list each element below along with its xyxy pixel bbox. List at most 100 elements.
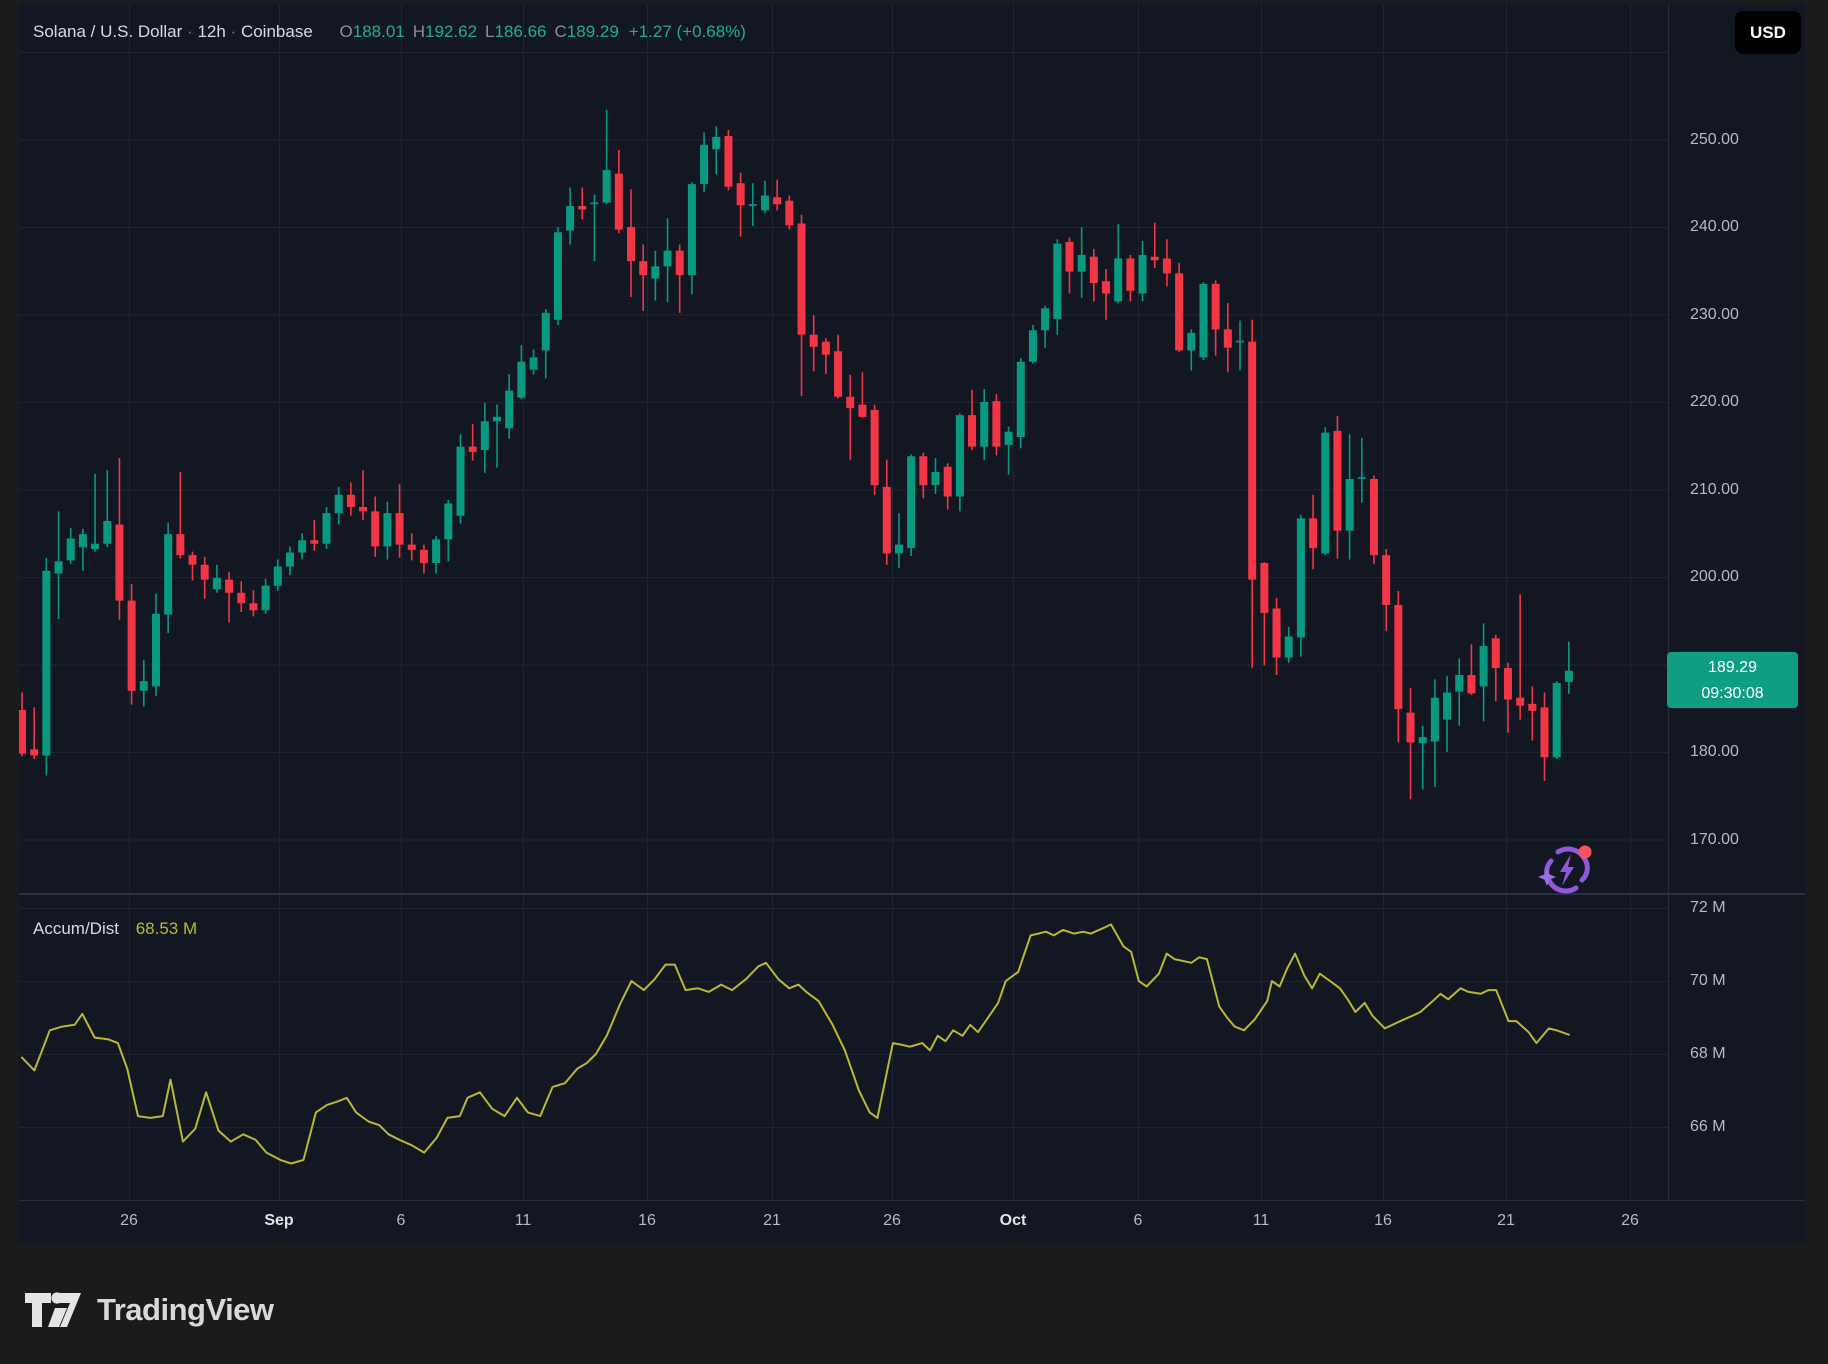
candle-wick — [179, 472, 182, 559]
candle-wick — [678, 244, 681, 313]
candle-wick — [106, 470, 109, 548]
notification-dot — [1578, 845, 1592, 859]
tradingview-logo-icon — [25, 1292, 81, 1327]
candle-body — [651, 266, 660, 279]
price-axis-label: 220.00 — [1690, 393, 1739, 410]
candle-body — [602, 170, 611, 203]
candle-wick — [33, 707, 35, 760]
candle-body — [541, 312, 550, 351]
candle-body — [407, 544, 416, 550]
candle-body — [164, 534, 173, 615]
price-axis-label: 240.00 — [1690, 218, 1739, 235]
indicator-value: 68.53 M — [135, 919, 198, 938]
candle-body — [1041, 308, 1050, 331]
change-value: +1.27 (+0.68%) — [628, 22, 746, 41]
last-price-badge[interactable]: 189.29 09:30:08 — [1667, 652, 1798, 708]
candle-wick — [898, 513, 900, 569]
bar-countdown: 09:30:08 — [1701, 685, 1764, 702]
open-value: 188.01 — [352, 22, 405, 41]
candle-wick — [825, 338, 827, 374]
candle-body — [1114, 258, 1123, 302]
candle-wick — [1470, 644, 1473, 696]
chart-surface[interactable] — [19, 4, 1805, 1200]
time-axis-label: 26 — [1621, 1212, 1639, 1229]
candle-body — [1187, 332, 1196, 351]
candle-body — [1516, 697, 1525, 706]
candle-body — [1443, 692, 1452, 720]
candle-body — [1260, 563, 1269, 613]
indicator-legend[interactable]: Accum/Dist 68.53 M — [33, 919, 197, 939]
candle-body — [371, 511, 380, 547]
pane-separator[interactable] — [19, 893, 1805, 895]
candle-body — [322, 513, 331, 544]
exchange-label: Coinbase — [240, 22, 313, 41]
candle-body — [590, 202, 599, 205]
candle-body — [1418, 737, 1427, 744]
candle-body — [882, 486, 891, 554]
candle-body — [212, 577, 221, 590]
candle-body — [1357, 477, 1366, 479]
candle-body — [1248, 341, 1257, 580]
candle-body — [1309, 518, 1318, 549]
candle-body — [907, 456, 916, 549]
symbol-title[interactable]: Solana / U.S. Dollar — [33, 22, 183, 41]
price-axis-divider — [1668, 4, 1669, 1200]
low-value: 186.66 — [494, 22, 547, 41]
candle-body — [1369, 479, 1378, 556]
candle-wick — [471, 423, 474, 461]
candle-body — [78, 534, 87, 548]
candle-wick — [313, 520, 316, 551]
candle-wick — [605, 109, 608, 205]
time-axis-label: 21 — [763, 1212, 781, 1229]
candle-wick — [1361, 437, 1363, 503]
candle-body — [225, 579, 234, 593]
candle-body — [493, 416, 502, 422]
candle-body — [1126, 258, 1135, 291]
candle-body — [1028, 330, 1037, 362]
candle-body — [30, 749, 39, 756]
candle-body — [115, 524, 124, 601]
candle-body — [1175, 273, 1184, 351]
time-axis-label: 11 — [1252, 1212, 1270, 1229]
ai-assistant-icon[interactable] — [1538, 842, 1596, 898]
interval-label[interactable]: 12h — [197, 22, 226, 41]
candle-body — [834, 351, 843, 397]
time-axis-label: Oct — [999, 1212, 1027, 1229]
candle-wick — [1568, 641, 1570, 694]
candle-body — [1491, 638, 1500, 668]
indicator-axis-label: 66 M — [1690, 1118, 1726, 1135]
candle-wick — [1263, 562, 1266, 666]
candle-body — [773, 197, 782, 205]
chart-panel: Solana / U.S. Dollar · 12h · Coinbase O1… — [19, 4, 1805, 1243]
candle-body — [968, 415, 977, 447]
candle-body — [103, 521, 112, 544]
time-axis[interactable]: 26 Sep 6 11 16 21 26 Oct 6 11 16 21 26 — [19, 1200, 1805, 1243]
candle-body — [1540, 707, 1549, 758]
candle-body — [675, 250, 684, 276]
candle-body — [1528, 703, 1537, 711]
candle-wick — [642, 244, 644, 311]
candle-body — [383, 513, 392, 547]
candle-wick — [1519, 594, 1521, 720]
indicator-name: Accum/Dist — [33, 919, 119, 938]
candle-body — [517, 361, 526, 398]
candle-body — [736, 183, 745, 206]
tradingview-branding[interactable]: TradingView — [24, 1288, 274, 1332]
candle-body — [529, 357, 538, 370]
candle-body — [992, 401, 1001, 447]
candle-body — [200, 564, 209, 580]
candle-body — [627, 227, 635, 262]
candle-body — [1199, 283, 1208, 358]
candle-body — [1223, 329, 1232, 348]
currency-toggle-button[interactable]: USD — [1735, 11, 1801, 54]
candle-body — [151, 613, 160, 687]
candle-wick — [1105, 269, 1107, 320]
candle-body — [1479, 646, 1488, 687]
candle-body — [578, 206, 587, 210]
candle-body — [1296, 518, 1305, 638]
candle-body — [1138, 255, 1147, 294]
candle-body — [553, 232, 562, 320]
candle-body — [310, 540, 319, 544]
candle-body — [237, 592, 246, 604]
candle-body — [955, 415, 964, 497]
